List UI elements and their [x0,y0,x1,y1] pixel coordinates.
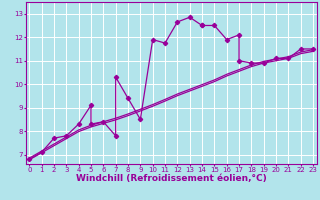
X-axis label: Windchill (Refroidissement éolien,°C): Windchill (Refroidissement éolien,°C) [76,174,267,183]
